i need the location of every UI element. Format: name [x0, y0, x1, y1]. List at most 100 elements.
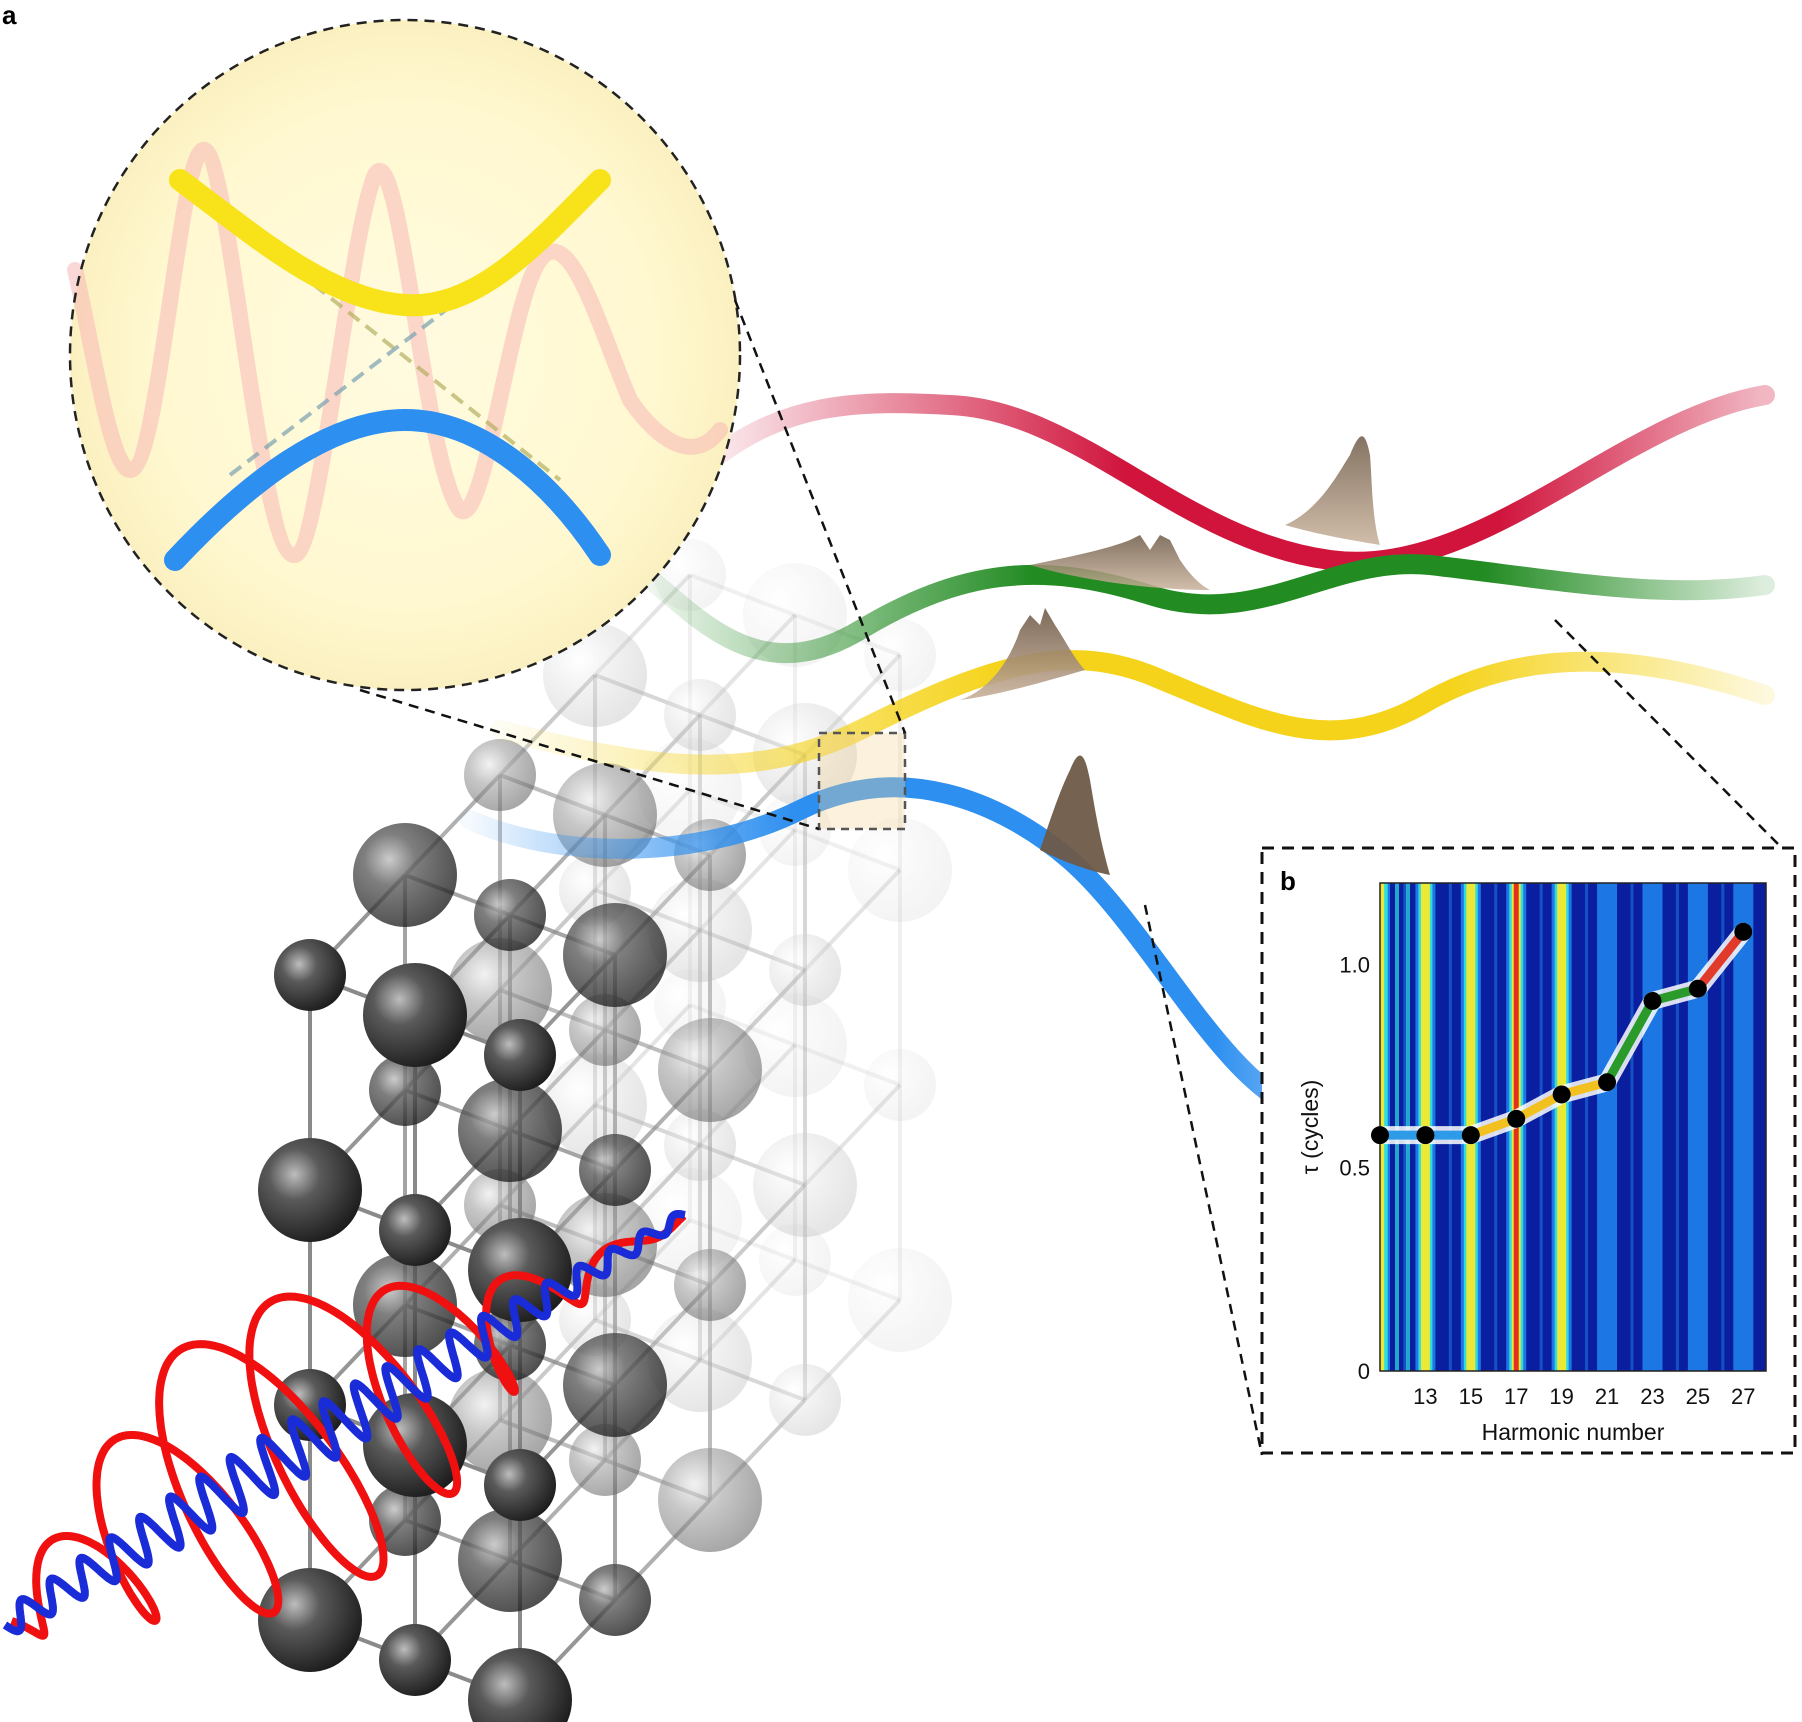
atom-large — [743, 993, 847, 1097]
atom-small — [579, 1134, 651, 1206]
harmonic-fringe — [1539, 883, 1543, 1371]
zoom-line-3 — [1554, 619, 1781, 847]
inset-border — [68, 18, 742, 692]
atom-small — [484, 1019, 556, 1091]
atom-small — [484, 1449, 556, 1521]
peak-blue — [1040, 755, 1110, 875]
atom-large — [563, 903, 667, 1007]
y-tick-label: 1.0 — [1339, 952, 1370, 977]
x-axis-label: Harmonic number — [1482, 1419, 1665, 1445]
harmonic-bands — [460, 385, 1775, 1155]
atom-large — [458, 1508, 562, 1612]
delay-point — [1416, 1126, 1435, 1145]
atom-small — [379, 1624, 451, 1696]
driving-field-faint — [67, 142, 728, 563]
x-tick-label: 17 — [1504, 1384, 1528, 1409]
atom-large — [563, 1333, 667, 1437]
conduction-band — [169, 169, 611, 317]
x-tick-label: 23 — [1640, 1384, 1664, 1409]
red-band — [690, 385, 1775, 572]
x-tick-label: 15 — [1459, 1384, 1483, 1409]
x-tick-label: 19 — [1549, 1384, 1573, 1409]
band-structure-inset — [67, 18, 742, 692]
panel-label-b: b — [1280, 866, 1296, 896]
atom-large — [658, 1018, 762, 1122]
pulse-harmonic — [2, 1210, 688, 1636]
atom-small — [379, 1194, 451, 1266]
harmonic-fringe — [1721, 883, 1725, 1371]
atom-large — [658, 1448, 762, 1552]
green-band — [630, 554, 1775, 664]
delay-trace-segment — [1602, 996, 1657, 1087]
crystal-lattice — [258, 539, 952, 1722]
atom-large — [543, 623, 647, 727]
x-tick-label: 13 — [1413, 1384, 1437, 1409]
pulse-fundamental — [9, 1212, 688, 1640]
atom-small — [569, 1424, 641, 1496]
delay-point — [1461, 1126, 1480, 1145]
atom-small — [769, 1364, 841, 1436]
atom-large — [458, 1078, 562, 1182]
harmonic-column — [1733, 883, 1754, 1371]
zoom-line-2 — [359, 688, 820, 831]
harmonic-column — [1642, 883, 1663, 1371]
atom-large — [648, 1308, 752, 1412]
x-tick-label: 21 — [1595, 1384, 1619, 1409]
atom-large — [468, 1648, 572, 1722]
harmonic-fringe — [1585, 883, 1589, 1371]
atom-small — [759, 1224, 831, 1296]
atom-small — [674, 1249, 746, 1321]
delay-point — [1734, 922, 1753, 941]
peak-red — [1285, 436, 1380, 545]
atom-large — [258, 1138, 362, 1242]
atom-large — [363, 963, 467, 1067]
atom-small — [569, 994, 641, 1066]
y-axis-ticks: 0 0.5 1.0 — [1339, 952, 1370, 1384]
atom-large — [648, 878, 752, 982]
atom-small — [579, 1564, 651, 1636]
atom-large — [848, 818, 952, 922]
atom-small — [274, 939, 346, 1011]
y-tick-label: 0 — [1358, 1359, 1370, 1384]
yellow-band — [490, 650, 1775, 775]
peak-yellow — [960, 608, 1085, 700]
x-tick-label: 27 — [1731, 1384, 1755, 1409]
atom-large — [638, 1168, 742, 1272]
delay-trace-segment — [1693, 927, 1748, 994]
zoom-line-1 — [733, 299, 907, 734]
atom-small — [474, 879, 546, 951]
atom-small — [864, 1049, 936, 1121]
atom-large — [848, 1248, 952, 1352]
delay-point — [1507, 1109, 1526, 1128]
zoom-source-box — [817, 731, 907, 831]
harmonic-fringe — [1675, 883, 1679, 1371]
delay-point — [1371, 1126, 1389, 1145]
atom-small — [464, 739, 536, 811]
harmonic-column — [1597, 883, 1618, 1371]
atom-large — [258, 1568, 362, 1672]
delay-point — [1643, 991, 1662, 1010]
y-axis-label: τ (cycles) — [1297, 1080, 1323, 1175]
y-tick-label: 0.5 — [1339, 1156, 1370, 1181]
harmonic-fringe — [1630, 883, 1634, 1371]
atom-large — [753, 1133, 857, 1237]
atom-large — [448, 938, 552, 1042]
atom-large — [448, 1368, 552, 1472]
atom-small — [664, 1109, 736, 1181]
x-axis-ticks: 13 15 17 19 21 23 25 27 — [1413, 1384, 1755, 1409]
harmonic-column — [1557, 883, 1567, 1371]
atom-small — [664, 679, 736, 751]
atom-small — [769, 934, 841, 1006]
valence-band — [164, 408, 611, 571]
atom-large — [353, 823, 457, 927]
harmonic-column — [1687, 883, 1708, 1371]
delay-point — [1598, 1073, 1617, 1092]
atom-large — [543, 1053, 647, 1157]
zoom-line-4 — [1143, 904, 1264, 1456]
atom-small — [369, 1484, 441, 1556]
atom-large — [353, 1253, 457, 1357]
panel-label-a: a — [2, 0, 17, 30]
laser-pulse — [2, 1210, 688, 1640]
delay-trace — [1371, 922, 1753, 1145]
